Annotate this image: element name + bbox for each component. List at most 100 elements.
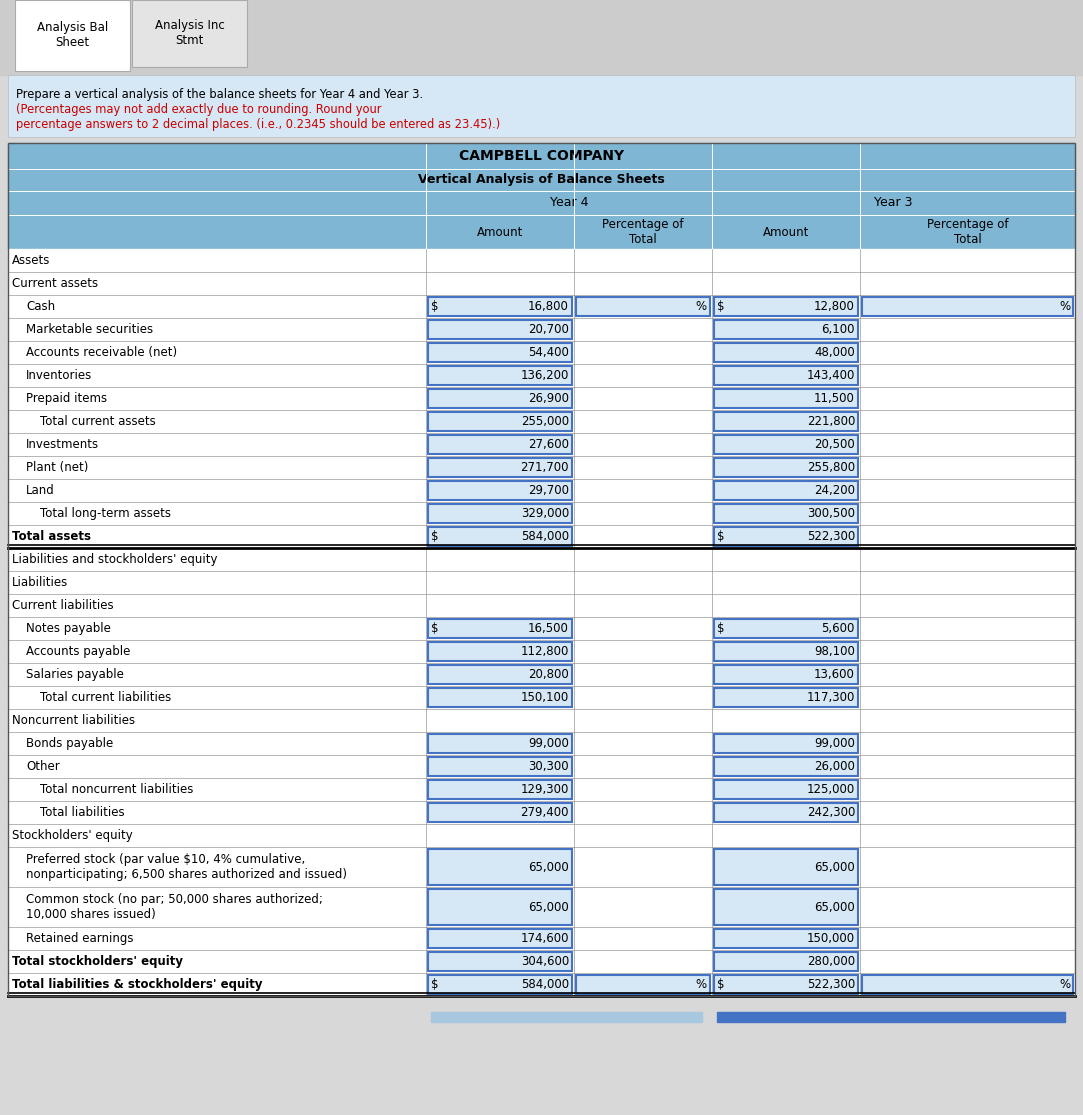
Text: 99,000: 99,000 bbox=[529, 737, 569, 750]
Text: 26,900: 26,900 bbox=[529, 392, 569, 405]
Bar bbox=[428, 688, 572, 707]
Bar bbox=[428, 849, 572, 885]
Text: Common stock (no par; 50,000 shares authorized;
10,000 shares issued): Common stock (no par; 50,000 shares auth… bbox=[26, 893, 323, 921]
Bar bbox=[8, 272, 1075, 295]
Bar bbox=[428, 780, 572, 799]
Bar bbox=[8, 888, 1075, 927]
Text: 48,000: 48,000 bbox=[814, 346, 854, 359]
Text: Notes payable: Notes payable bbox=[26, 622, 110, 636]
Text: Total noncurrent liabilities: Total noncurrent liabilities bbox=[40, 783, 194, 796]
Bar bbox=[8, 295, 1075, 318]
Bar bbox=[428, 389, 572, 408]
Bar bbox=[8, 143, 1075, 169]
Bar bbox=[8, 143, 1075, 996]
Bar bbox=[428, 343, 572, 362]
Text: 174,600: 174,600 bbox=[521, 932, 569, 946]
Text: $: $ bbox=[431, 978, 439, 991]
Bar bbox=[8, 525, 1075, 547]
Text: $: $ bbox=[431, 530, 439, 543]
Text: Salaries payable: Salaries payable bbox=[26, 668, 123, 681]
Bar bbox=[428, 975, 572, 993]
Text: 98,100: 98,100 bbox=[814, 644, 854, 658]
Bar bbox=[8, 433, 1075, 456]
Bar bbox=[8, 640, 1075, 663]
Bar bbox=[714, 619, 858, 638]
Bar bbox=[8, 363, 1075, 387]
Bar bbox=[8, 686, 1075, 709]
Text: $: $ bbox=[717, 530, 725, 543]
Text: 65,000: 65,000 bbox=[814, 861, 854, 873]
Text: 12,800: 12,800 bbox=[814, 300, 854, 313]
Bar bbox=[714, 952, 858, 971]
Bar bbox=[714, 757, 858, 776]
Text: $: $ bbox=[717, 622, 725, 636]
Bar bbox=[428, 889, 572, 925]
Bar bbox=[862, 975, 1073, 993]
Text: Land: Land bbox=[26, 484, 55, 497]
Bar bbox=[8, 571, 1075, 594]
Text: %: % bbox=[1059, 300, 1070, 313]
Bar bbox=[15, 0, 130, 71]
Text: 13,600: 13,600 bbox=[814, 668, 854, 681]
Bar bbox=[132, 0, 247, 67]
Bar bbox=[428, 642, 572, 661]
Text: 65,000: 65,000 bbox=[529, 861, 569, 873]
Bar bbox=[428, 734, 572, 753]
Text: 522,300: 522,300 bbox=[807, 978, 854, 991]
Text: Percentage of
Total: Percentage of Total bbox=[602, 219, 683, 246]
Bar bbox=[714, 889, 858, 925]
Text: Total current assets: Total current assets bbox=[40, 415, 156, 428]
Text: %: % bbox=[696, 300, 707, 313]
Text: 54,400: 54,400 bbox=[529, 346, 569, 359]
Bar bbox=[428, 320, 572, 339]
Text: 11,500: 11,500 bbox=[814, 392, 854, 405]
Text: 255,000: 255,000 bbox=[521, 415, 569, 428]
Bar bbox=[714, 688, 858, 707]
Text: $: $ bbox=[431, 622, 439, 636]
Text: (Percentages may not add exactly due to rounding. Round your
percentage answers : (Percentages may not add exactly due to … bbox=[16, 103, 500, 130]
Text: Total liabilities & stockholders' equity: Total liabilities & stockholders' equity bbox=[12, 978, 262, 991]
Bar bbox=[714, 458, 858, 477]
Text: Stockholders' equity: Stockholders' equity bbox=[12, 828, 133, 842]
Bar bbox=[8, 733, 1075, 755]
Text: 112,800: 112,800 bbox=[521, 644, 569, 658]
Bar bbox=[0, 0, 1083, 75]
Bar bbox=[8, 663, 1075, 686]
Text: %: % bbox=[696, 978, 707, 991]
Bar bbox=[8, 594, 1075, 617]
Bar bbox=[8, 755, 1075, 778]
Text: 584,000: 584,000 bbox=[521, 978, 569, 991]
Text: 522,300: 522,300 bbox=[807, 530, 854, 543]
Text: Accounts payable: Accounts payable bbox=[26, 644, 130, 658]
Text: Analysis Inc
Stmt: Analysis Inc Stmt bbox=[155, 19, 224, 48]
Text: Amount: Amount bbox=[762, 225, 809, 239]
Bar bbox=[8, 502, 1075, 525]
Text: Amount: Amount bbox=[477, 225, 523, 239]
Bar bbox=[714, 389, 858, 408]
Text: 279,400: 279,400 bbox=[521, 806, 569, 820]
Text: Current assets: Current assets bbox=[12, 277, 99, 290]
Text: Liabilities and stockholders' equity: Liabilities and stockholders' equity bbox=[12, 553, 218, 566]
Text: Retained earnings: Retained earnings bbox=[26, 932, 133, 946]
Bar bbox=[428, 929, 572, 948]
Text: Cash: Cash bbox=[26, 300, 55, 313]
Text: 280,000: 280,000 bbox=[807, 956, 854, 968]
Text: 584,000: 584,000 bbox=[521, 530, 569, 543]
Text: 20,700: 20,700 bbox=[529, 323, 569, 336]
Text: $: $ bbox=[717, 978, 725, 991]
Text: 242,300: 242,300 bbox=[807, 806, 854, 820]
Text: 150,000: 150,000 bbox=[807, 932, 854, 946]
Text: 6,100: 6,100 bbox=[822, 323, 854, 336]
Text: Vertical Analysis of Balance Sheets: Vertical Analysis of Balance Sheets bbox=[418, 174, 665, 186]
Text: Current liabilities: Current liabilities bbox=[12, 599, 114, 612]
Bar bbox=[8, 479, 1075, 502]
Text: 117,300: 117,300 bbox=[807, 691, 854, 704]
Bar bbox=[714, 734, 858, 753]
Bar bbox=[428, 366, 572, 385]
Bar bbox=[714, 929, 858, 948]
Text: 125,000: 125,000 bbox=[807, 783, 854, 796]
Bar bbox=[8, 617, 1075, 640]
Text: Year 4: Year 4 bbox=[550, 196, 588, 210]
Bar bbox=[8, 847, 1075, 888]
Bar bbox=[8, 249, 1075, 272]
